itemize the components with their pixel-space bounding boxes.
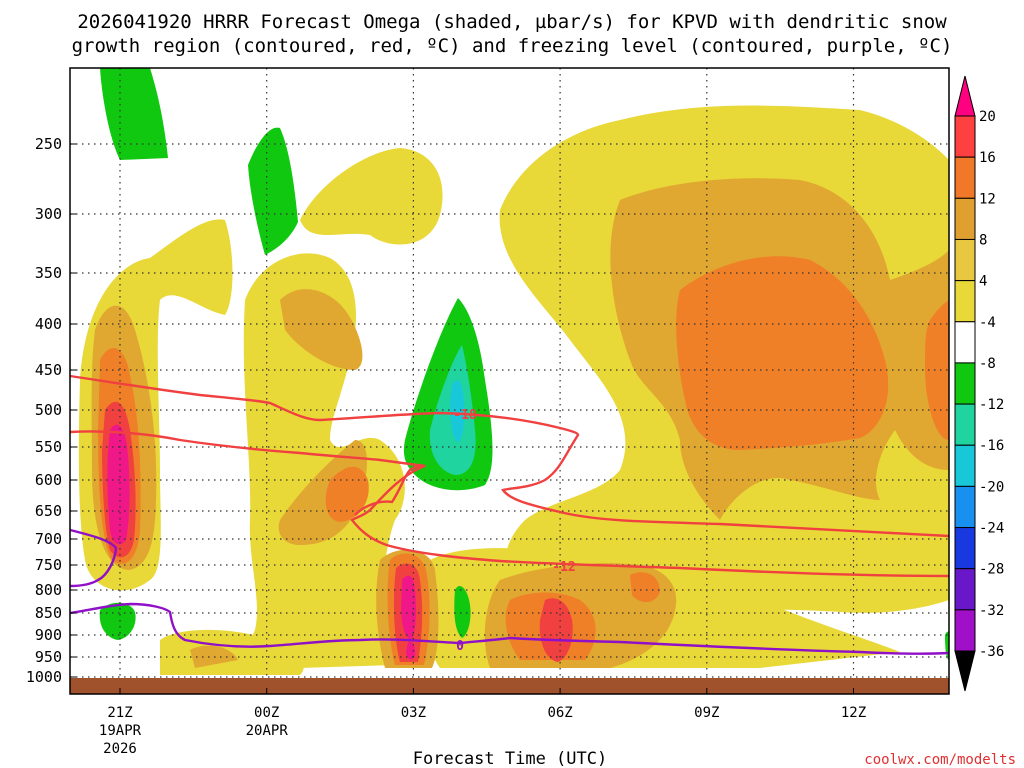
omega-region xyxy=(630,572,660,603)
colorbar-band xyxy=(954,156,976,199)
contour-label: 0 xyxy=(456,639,464,654)
contour-label: -18 xyxy=(453,408,477,423)
omega-region xyxy=(100,68,168,160)
chart-title-line2: growth region (contoured, red, ºC) and f… xyxy=(72,35,953,57)
ground-strip xyxy=(70,678,949,694)
x-axis: 21Z 19APR 2026 00Z 20APR 03Z 06Z 09Z 12Z xyxy=(99,688,866,757)
omega-region xyxy=(248,127,298,255)
omega-region xyxy=(99,602,136,640)
x-tick-label: 12Z xyxy=(841,705,866,721)
y-tick-label: 750 xyxy=(35,556,62,574)
contour-line xyxy=(69,374,950,538)
omega-region xyxy=(107,424,130,545)
y-tick-label: 450 xyxy=(35,361,62,379)
y-tick-label: 650 xyxy=(35,502,62,520)
y-tick-label: 800 xyxy=(35,581,62,599)
grid-lines xyxy=(70,68,949,694)
x-tick-date: 20APR xyxy=(246,723,289,739)
y-tick-label: 900 xyxy=(35,626,62,644)
y-tick-label: 1000 xyxy=(26,668,62,686)
y-tick-label: 600 xyxy=(35,471,62,489)
y-tick-label: 950 xyxy=(35,648,62,666)
chart-title-line1: 2026041920 HRRR Forecast Omega (shaded, … xyxy=(77,11,947,33)
colorbar-band xyxy=(954,527,976,570)
y-tick-label: 400 xyxy=(35,315,62,333)
colorbar-band xyxy=(954,403,976,446)
colorbar-band xyxy=(954,485,976,529)
y-tick-label: 550 xyxy=(35,438,62,456)
colorbar: 20 16 12 8 4 -4 -8 -12 -16 -20 -24 -28 -32 -36 xyxy=(954,75,1004,692)
x-tick-year: 2026 xyxy=(103,741,137,757)
y-tick-label: 700 xyxy=(35,530,62,548)
y-axis: 250 300 350 400 450 500 550 600 650 700 750 800 850 9… xyxy=(26,135,76,686)
contour-lines: -18 -12 0 xyxy=(69,374,950,655)
colorbar-label: -8 xyxy=(979,356,996,372)
contour-line xyxy=(69,430,950,578)
colorbar-label: -16 xyxy=(979,438,1004,454)
contour-line xyxy=(69,602,950,655)
y-tick-label: 850 xyxy=(35,604,62,622)
y-tick-label: 250 xyxy=(35,135,62,153)
colorbar-band xyxy=(954,280,976,323)
colorbar-band xyxy=(954,609,976,652)
colorbar-bottom-arrow xyxy=(954,650,976,692)
x-tick-label: 00Z xyxy=(254,705,279,721)
omega-region xyxy=(539,598,573,662)
x-tick-label: 03Z xyxy=(401,705,426,721)
colorbar-band xyxy=(954,197,976,240)
credit-text: coolwx.com/modelts xyxy=(864,752,1016,768)
omega-region xyxy=(325,466,369,522)
x-tick-label: 09Z xyxy=(694,705,719,721)
omega-region xyxy=(401,575,416,640)
colorbar-label: 20 xyxy=(979,109,996,125)
colorbar-label: -12 xyxy=(979,397,1004,413)
y-tick-label: 500 xyxy=(35,401,62,419)
x-tick-label: 21Z xyxy=(107,705,132,721)
omega-region xyxy=(450,380,465,442)
colorbar-band xyxy=(954,362,976,405)
omega-region xyxy=(676,256,889,450)
colorbar-label: 16 xyxy=(979,150,996,166)
colorbar-label: 12 xyxy=(979,191,996,207)
plot-area: -18 -12 0 250 300 350 400 450 500 550 600 650 700 75… xyxy=(26,67,950,757)
omega-region xyxy=(406,641,416,660)
colorbar-label: 8 xyxy=(979,232,987,248)
colorbar-top-arrow xyxy=(954,75,976,117)
colorbar-label: -28 xyxy=(979,562,1004,578)
contour-label: -12 xyxy=(552,560,575,575)
colorbar-label: -24 xyxy=(979,521,1004,537)
colorbar-band xyxy=(954,321,976,364)
colorbar-label: -4 xyxy=(979,315,996,331)
plot-frame xyxy=(69,67,950,695)
colorbar-label: -20 xyxy=(979,479,1004,495)
colorbar-label: -36 xyxy=(979,644,1004,660)
colorbar-label: 4 xyxy=(979,274,987,290)
x-tick-date: 19APR xyxy=(99,723,142,739)
colorbar-band xyxy=(954,568,976,611)
colorbar-band xyxy=(954,238,976,282)
colorbar-band xyxy=(954,115,976,158)
contour-line xyxy=(69,528,118,588)
omega-region xyxy=(300,148,443,245)
omega-region xyxy=(280,289,363,370)
y-tick-label: 350 xyxy=(35,264,62,282)
x-tick-label: 06Z xyxy=(547,705,572,721)
omega-region xyxy=(454,585,471,638)
contour-line xyxy=(354,464,426,516)
omega-region xyxy=(925,300,949,440)
x-axis-label: Forecast Time (UTC) xyxy=(413,749,607,768)
colorbar-label: -32 xyxy=(979,603,1004,619)
colorbar-band xyxy=(954,444,976,487)
y-tick-label: 300 xyxy=(35,205,62,223)
